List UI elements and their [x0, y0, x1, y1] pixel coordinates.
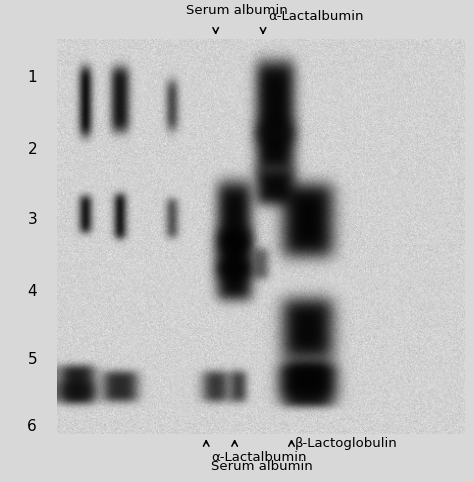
Text: α-Lactalbumin: α-Lactalbumin — [211, 451, 306, 464]
Text: Serum albumin: Serum albumin — [186, 4, 288, 17]
Text: 6: 6 — [27, 419, 37, 434]
Text: 4: 4 — [27, 284, 37, 299]
Text: 1: 1 — [27, 69, 37, 85]
Text: 3: 3 — [27, 212, 37, 227]
Text: α-Lactalbumin: α-Lactalbumin — [268, 10, 363, 23]
Text: Serum albumin: Serum albumin — [211, 460, 313, 473]
Text: 5: 5 — [27, 351, 37, 367]
Text: 2: 2 — [27, 142, 37, 157]
Text: β-Lactoglobulin: β-Lactoglobulin — [295, 437, 398, 450]
